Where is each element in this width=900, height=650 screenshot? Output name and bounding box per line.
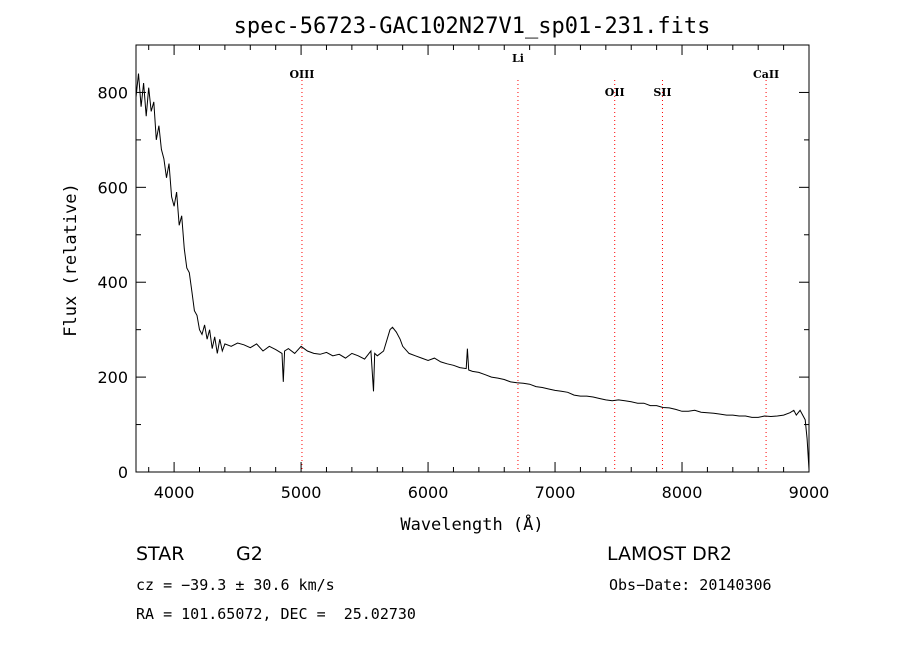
obs-date: Obs−Date: 20140306 bbox=[609, 576, 772, 594]
y-tick-label: 200 bbox=[97, 368, 128, 387]
line-marker-label: CaII bbox=[753, 68, 779, 81]
plot-frame bbox=[135, 44, 810, 473]
x-tick-label: 5000 bbox=[281, 483, 322, 502]
object-subclass: G2 bbox=[236, 543, 263, 565]
y-axis-label: Flux (relative) bbox=[61, 183, 81, 337]
y-tick-label: 0 bbox=[118, 463, 128, 482]
survey-name: LAMOST DR2 bbox=[607, 543, 732, 565]
x-tick-label: 9000 bbox=[789, 483, 830, 502]
line-marker-label: OII bbox=[605, 86, 625, 99]
x-tick-label: 8000 bbox=[662, 483, 703, 502]
line-marker-label: SII bbox=[653, 86, 671, 99]
x-tick-label: 4000 bbox=[154, 483, 195, 502]
x-tick-label: 7000 bbox=[535, 483, 576, 502]
y-tick-label: 400 bbox=[97, 273, 128, 292]
annotation-layer: OIII Li OII SII CaII bbox=[289, 52, 779, 472]
x-tick-label: 6000 bbox=[408, 483, 449, 502]
spectrum-line-0 bbox=[135, 73, 810, 470]
data-layer bbox=[135, 73, 810, 470]
redshift-cz: cz = −39.3 ± 30.6 km/s bbox=[136, 576, 335, 594]
x-axis-label: Wavelength (Å) bbox=[400, 513, 543, 535]
chart-title: spec-56723-GAC102N27V1_sp01-231.fits bbox=[234, 14, 711, 39]
line-marker-label: Li bbox=[512, 52, 524, 65]
object-type: STAR bbox=[136, 543, 184, 565]
ticks-layer: 4000 5000 6000 7000 8000 9000 0 200 400 600 800 bbox=[97, 44, 830, 502]
coordinates: RA = 101.65072, DEC = 25.02730 bbox=[136, 605, 416, 623]
line-marker-label: OIII bbox=[289, 68, 314, 81]
y-tick-label: 600 bbox=[97, 178, 128, 197]
y-tick-label: 800 bbox=[97, 83, 128, 102]
